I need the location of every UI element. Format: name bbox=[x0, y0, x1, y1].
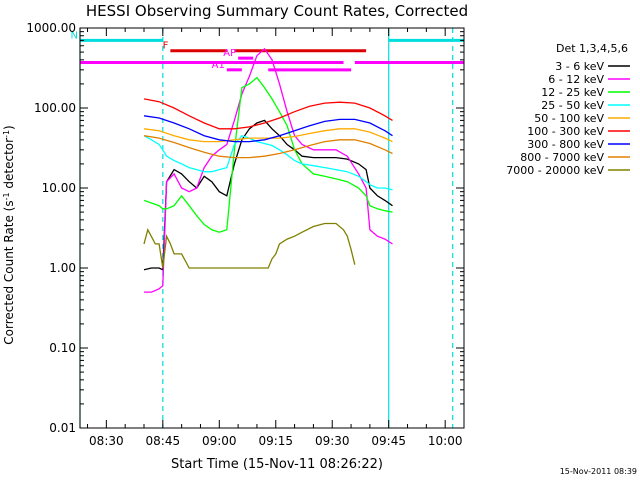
x-tick-label-6: 10:00 bbox=[428, 434, 463, 448]
x-tick-label-3: 09:15 bbox=[258, 434, 293, 448]
x-tick-label-4: 09:30 bbox=[315, 434, 350, 448]
y-axis-label-end: ) bbox=[2, 125, 16, 130]
plot-frame bbox=[79, 27, 465, 429]
legend-title: Det 1,3,4,5,6 bbox=[556, 42, 628, 55]
series-line-7 bbox=[143, 135, 393, 159]
y-axis-label-sup1: -1 bbox=[2, 192, 11, 200]
series-line-5 bbox=[143, 98, 393, 130]
flag-label-0: N bbox=[71, 30, 78, 41]
y-tick-label-5: 0.01 bbox=[49, 421, 76, 435]
y-axis-label-main: Corrected Count Rate (s bbox=[2, 200, 16, 344]
legend-label-8: 7000 - 20000 keV bbox=[506, 164, 604, 177]
y-tick-label-2: 10.00 bbox=[42, 181, 76, 195]
legend-label-3: 25 - 50 keV bbox=[541, 99, 604, 112]
x-tick-label-5: 09:45 bbox=[371, 434, 406, 448]
legend-label-6: 300 - 800 keV bbox=[527, 138, 604, 151]
x-tick-label-1: 08:45 bbox=[146, 434, 181, 448]
legend-label-1: 6 - 12 keV bbox=[548, 73, 604, 86]
footer-timestamp: 15-Nov-2011 08:39 bbox=[560, 467, 637, 476]
y-axis-label-sup2: -1 bbox=[2, 130, 11, 138]
x-tick-label-0: 08:30 bbox=[89, 434, 124, 448]
series-line-2 bbox=[143, 76, 393, 233]
y-tick-label-3: 1.00 bbox=[49, 261, 76, 275]
y-tick-label-1: 100.00 bbox=[34, 101, 76, 115]
x-axis: 08:30 08:45 09:00 09:15 09:30 09:45 10:00 bbox=[87, 28, 465, 448]
x-tick-label-2: 09:00 bbox=[202, 434, 237, 448]
series-line-0 bbox=[143, 119, 393, 271]
y-tick-label-4: 0.10 bbox=[49, 341, 76, 355]
y-axis-label-mid: detector bbox=[2, 138, 16, 193]
flag-label-2: AP bbox=[223, 48, 236, 59]
legend-label-7: 800 - 7000 keV bbox=[520, 151, 604, 164]
series-line-6 bbox=[143, 115, 393, 143]
legend-label-5: 100 - 300 keV bbox=[527, 125, 604, 138]
legend-label-0: 3 - 6 keV bbox=[555, 60, 604, 73]
flag-label-4: A1 bbox=[212, 60, 225, 71]
y-tick-label-0: 1000.00 bbox=[26, 21, 76, 35]
series-line-1 bbox=[144, 47, 393, 293]
flag-label-1: F bbox=[163, 41, 169, 52]
series-line-3 bbox=[143, 134, 393, 191]
chart-title: HESSI Observing Summary Count Rates, Cor… bbox=[86, 2, 468, 20]
series-line-8 bbox=[143, 222, 356, 269]
x-axis-label: Start Time (15-Nov-11 08:26:22) bbox=[171, 457, 383, 472]
y-axis-label: Corrected Count Rate (s-1 detector-1) bbox=[2, 125, 17, 344]
legend-label-2: 12 - 25 keV bbox=[541, 86, 604, 99]
legend-label-4: 50 - 100 keV bbox=[534, 112, 604, 125]
y-axis: 1000.00 100.00 10.00 1.00 0.10 0.01 bbox=[26, 21, 464, 435]
